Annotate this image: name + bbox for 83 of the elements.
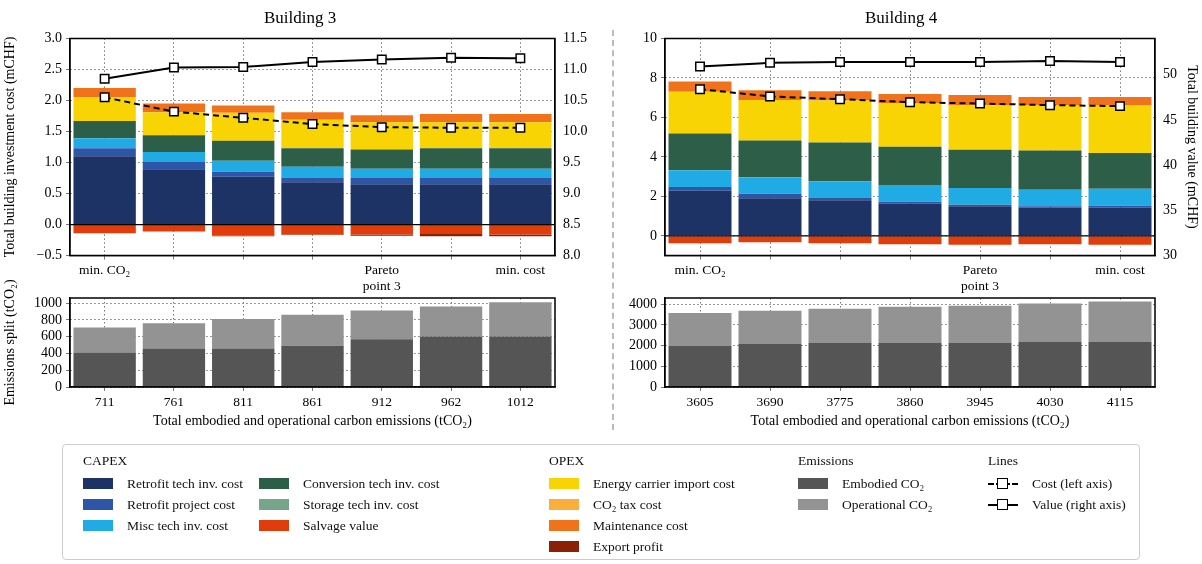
y-axis-title: Total building investment cost (mCHF) <box>2 36 19 258</box>
y-tick-label: 2.5 <box>44 61 62 77</box>
x-tick-label: min. CO₂ <box>79 262 131 278</box>
y-tick-label: 1000 <box>629 357 657 373</box>
x-tick-label: 4115 <box>1106 393 1134 409</box>
legend-label: Misc tech inv. cost <box>127 517 229 534</box>
y-tick-label: 3.0 <box>44 30 62 46</box>
y2-tick-label: 50 <box>1163 66 1177 82</box>
legend-label: Retrofit project cost <box>127 496 235 513</box>
x-tick-label: 761 <box>163 393 185 409</box>
text: Lines <box>988 453 1019 469</box>
y-tick-label: 2 <box>650 188 657 204</box>
y-tick-label: 0 <box>650 227 657 243</box>
y-tick-label: 0 <box>55 378 62 394</box>
x-tick-label: 3945 <box>966 393 994 409</box>
y-tick-label: 2000 <box>629 337 657 353</box>
text: Emissions <box>798 453 855 469</box>
x-tick-label: 3860 <box>896 393 924 409</box>
x-tick-label: 711 <box>94 393 115 409</box>
legend-label: Retrofit tech inv. cost <box>127 475 244 492</box>
y-tick-label: 1.0 <box>44 154 62 170</box>
x-tick-label: 1012 <box>506 393 534 409</box>
x-tick-label: min. cost <box>495 262 546 278</box>
y-axis-title: Emissions split (tCO₂) <box>2 279 19 406</box>
y-tick-label: 6 <box>650 109 657 125</box>
x-tick-label: min. cost <box>1095 262 1145 278</box>
y2-tick-label: 10.0 <box>563 123 588 139</box>
y2-tick-label: 9.0 <box>563 185 581 201</box>
y-tick-label: 400 <box>41 345 62 361</box>
y2-tick-label: 11.5 <box>563 30 587 46</box>
x-tick-label: Pareto point 3 <box>362 262 401 294</box>
y-tick-label: −0.5 <box>36 247 62 263</box>
x-tick-label: 4030 <box>1036 393 1064 409</box>
chart-title: Building 4 <box>864 7 938 27</box>
y-tick-label: 8 <box>650 69 657 85</box>
y-tick-label: 1000 <box>34 294 62 310</box>
text: CAPEX <box>83 453 129 469</box>
x-tick-label: Pareto point 3 <box>961 262 1000 294</box>
y-tick-label: 0.5 <box>44 185 62 201</box>
legend-label: Value (right axis) <box>1032 496 1126 513</box>
x-tick-label: 3775 <box>826 393 854 409</box>
x-tick-label: 962 <box>440 393 462 409</box>
legend-label: Conversion tech inv. cost <box>303 475 440 492</box>
legend-label: CO₂ tax cost <box>593 496 662 513</box>
y2-tick-label: 9.5 <box>563 154 581 170</box>
x-tick-label: min. CO₂ <box>674 262 726 278</box>
chart-title: Building 3 <box>263 7 337 27</box>
y-tick-label: 800 <box>41 311 62 327</box>
y2-tick-label: 45 <box>1163 111 1177 127</box>
y-tick-label: 600 <box>41 328 62 344</box>
x-tick-label: 3605 <box>686 393 714 409</box>
y-tick-label: 1.5 <box>44 123 62 139</box>
y2-tick-label: 35 <box>1163 202 1177 218</box>
y2-tick-label: 30 <box>1163 247 1177 263</box>
legend-label: Embodied CO₂ <box>842 475 925 492</box>
y2-tick-label: 8.0 <box>563 247 581 263</box>
x-axis-title: Total embodied and operational carbon emissions (tCO₂) <box>750 413 1070 430</box>
x-tick-label: 3690 <box>756 393 784 409</box>
legend-label: Cost (left axis) <box>1032 475 1113 492</box>
y2-tick-label: 8.5 <box>563 216 581 232</box>
y2-tick-label: 11.0 <box>563 61 587 77</box>
x-axis-title: Total embodied and operational carbon emissions (tCO₂) <box>153 413 473 430</box>
y-tick-label: 0.0 <box>44 216 62 232</box>
x-tick-label: 912 <box>371 393 392 409</box>
legend-label: Energy carrier import cost <box>593 475 735 492</box>
legend-label: Export profit <box>593 538 664 555</box>
y-tick-label: 200 <box>41 361 62 377</box>
y2-tick-label: 40 <box>1163 156 1177 172</box>
legend-label: Storage tech inv. cost <box>303 496 419 513</box>
y-tick-label: 2.0 <box>44 92 62 108</box>
x-tick-label: 861 <box>302 393 323 409</box>
legend-label: Salvage value <box>303 517 379 534</box>
y2-tick-label: 10.5 <box>563 92 588 108</box>
x-tick-label: 811 <box>233 393 254 409</box>
y2-axis-title: Total building value (mCHF) <box>1183 65 1200 230</box>
y-tick-label: 3000 <box>629 316 657 332</box>
y-tick-label: 4000 <box>629 295 657 311</box>
legend-label: Operational CO₂ <box>842 496 933 513</box>
text: OPEX <box>549 453 586 469</box>
y-tick-label: 10 <box>643 30 657 46</box>
y-tick-label: 4 <box>650 148 657 164</box>
y-tick-label: 0 <box>650 378 657 394</box>
legend-label: Maintenance cost <box>593 517 688 534</box>
